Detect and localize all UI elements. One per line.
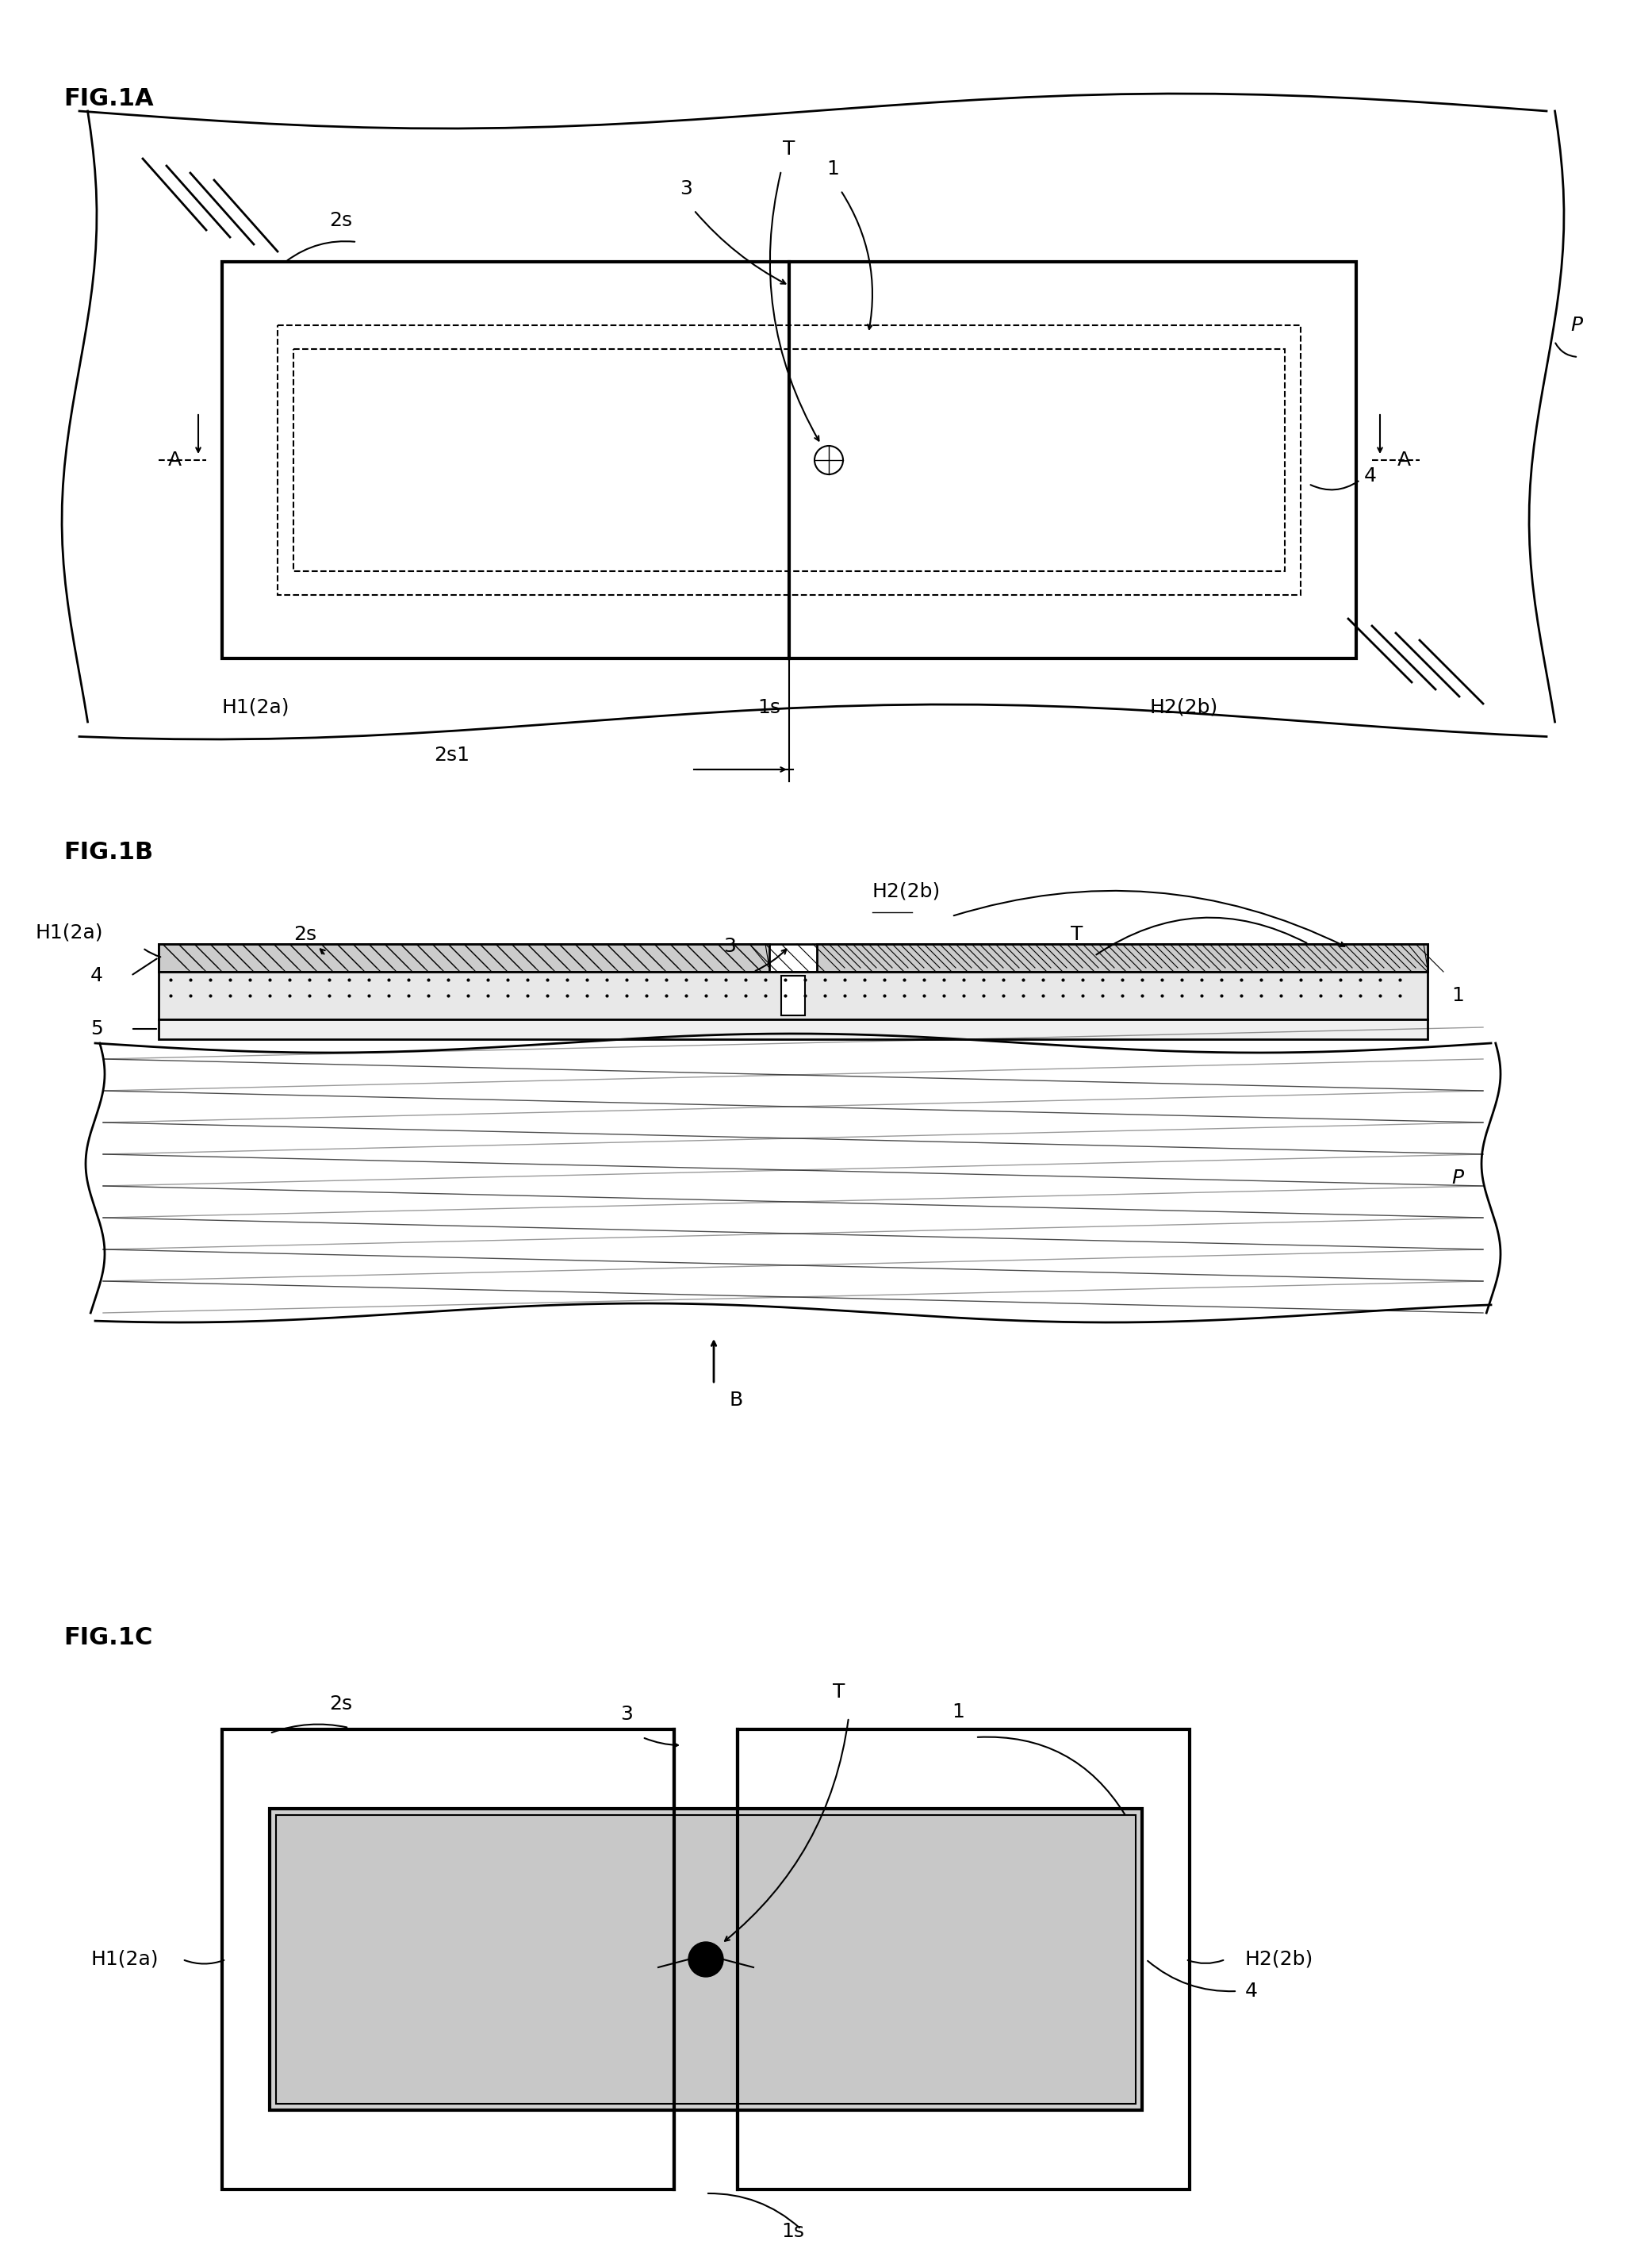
Text: 2s: 2s (293, 925, 316, 943)
Bar (275, 1814, 1135, 2105)
Text: 1s: 1s (757, 699, 780, 717)
Text: A: A (1398, 451, 1411, 469)
Text: 5: 5 (91, 1018, 103, 1039)
Text: T: T (784, 141, 795, 159)
Text: H1(2a): H1(2a) (36, 923, 103, 941)
Text: FIG.1A: FIG.1A (64, 86, 153, 111)
Bar (222, 1730, 674, 2189)
Bar (816, 943, 1427, 971)
Text: 1: 1 (1451, 987, 1464, 1005)
Bar (158, 971, 1427, 1018)
Text: T: T (832, 1683, 845, 1701)
Text: P: P (1451, 1168, 1463, 1188)
Bar (270, 1808, 1142, 2109)
Text: A: A (168, 451, 181, 469)
Text: 2s: 2s (329, 211, 352, 229)
Bar (158, 1018, 1427, 1039)
Bar (738, 1730, 1189, 2189)
Text: H1(2a): H1(2a) (222, 699, 290, 717)
Bar (277, 324, 1300, 594)
Bar (158, 943, 1427, 971)
Text: 4: 4 (91, 966, 103, 984)
Text: H2(2b): H2(2b) (1150, 699, 1218, 717)
Text: 1s: 1s (782, 2223, 805, 2241)
Text: 3: 3 (679, 179, 692, 197)
Text: FIG.1B: FIG.1B (64, 841, 153, 864)
Bar (222, 261, 1357, 658)
Text: 3: 3 (723, 937, 736, 955)
Text: P: P (1570, 315, 1582, 336)
Text: FIG.1C: FIG.1C (64, 1626, 153, 1649)
Text: 4: 4 (1363, 467, 1377, 485)
Text: 3: 3 (621, 1706, 632, 1724)
Text: 4: 4 (1245, 1982, 1258, 2000)
Text: 2s1: 2s1 (435, 746, 469, 764)
Text: 1: 1 (951, 1703, 964, 1721)
Text: B: B (730, 1390, 743, 1411)
Text: H2(2b): H2(2b) (1245, 1950, 1313, 1969)
Bar (782, 975, 805, 1016)
Bar (158, 943, 769, 971)
Text: T: T (1070, 925, 1083, 943)
Text: 2s: 2s (329, 1694, 352, 1715)
Text: 1: 1 (826, 159, 839, 179)
Text: H1(2a): H1(2a) (91, 1950, 158, 1969)
Text: H2(2b): H2(2b) (873, 882, 942, 900)
Circle shape (689, 1941, 723, 1978)
Bar (293, 349, 1285, 572)
